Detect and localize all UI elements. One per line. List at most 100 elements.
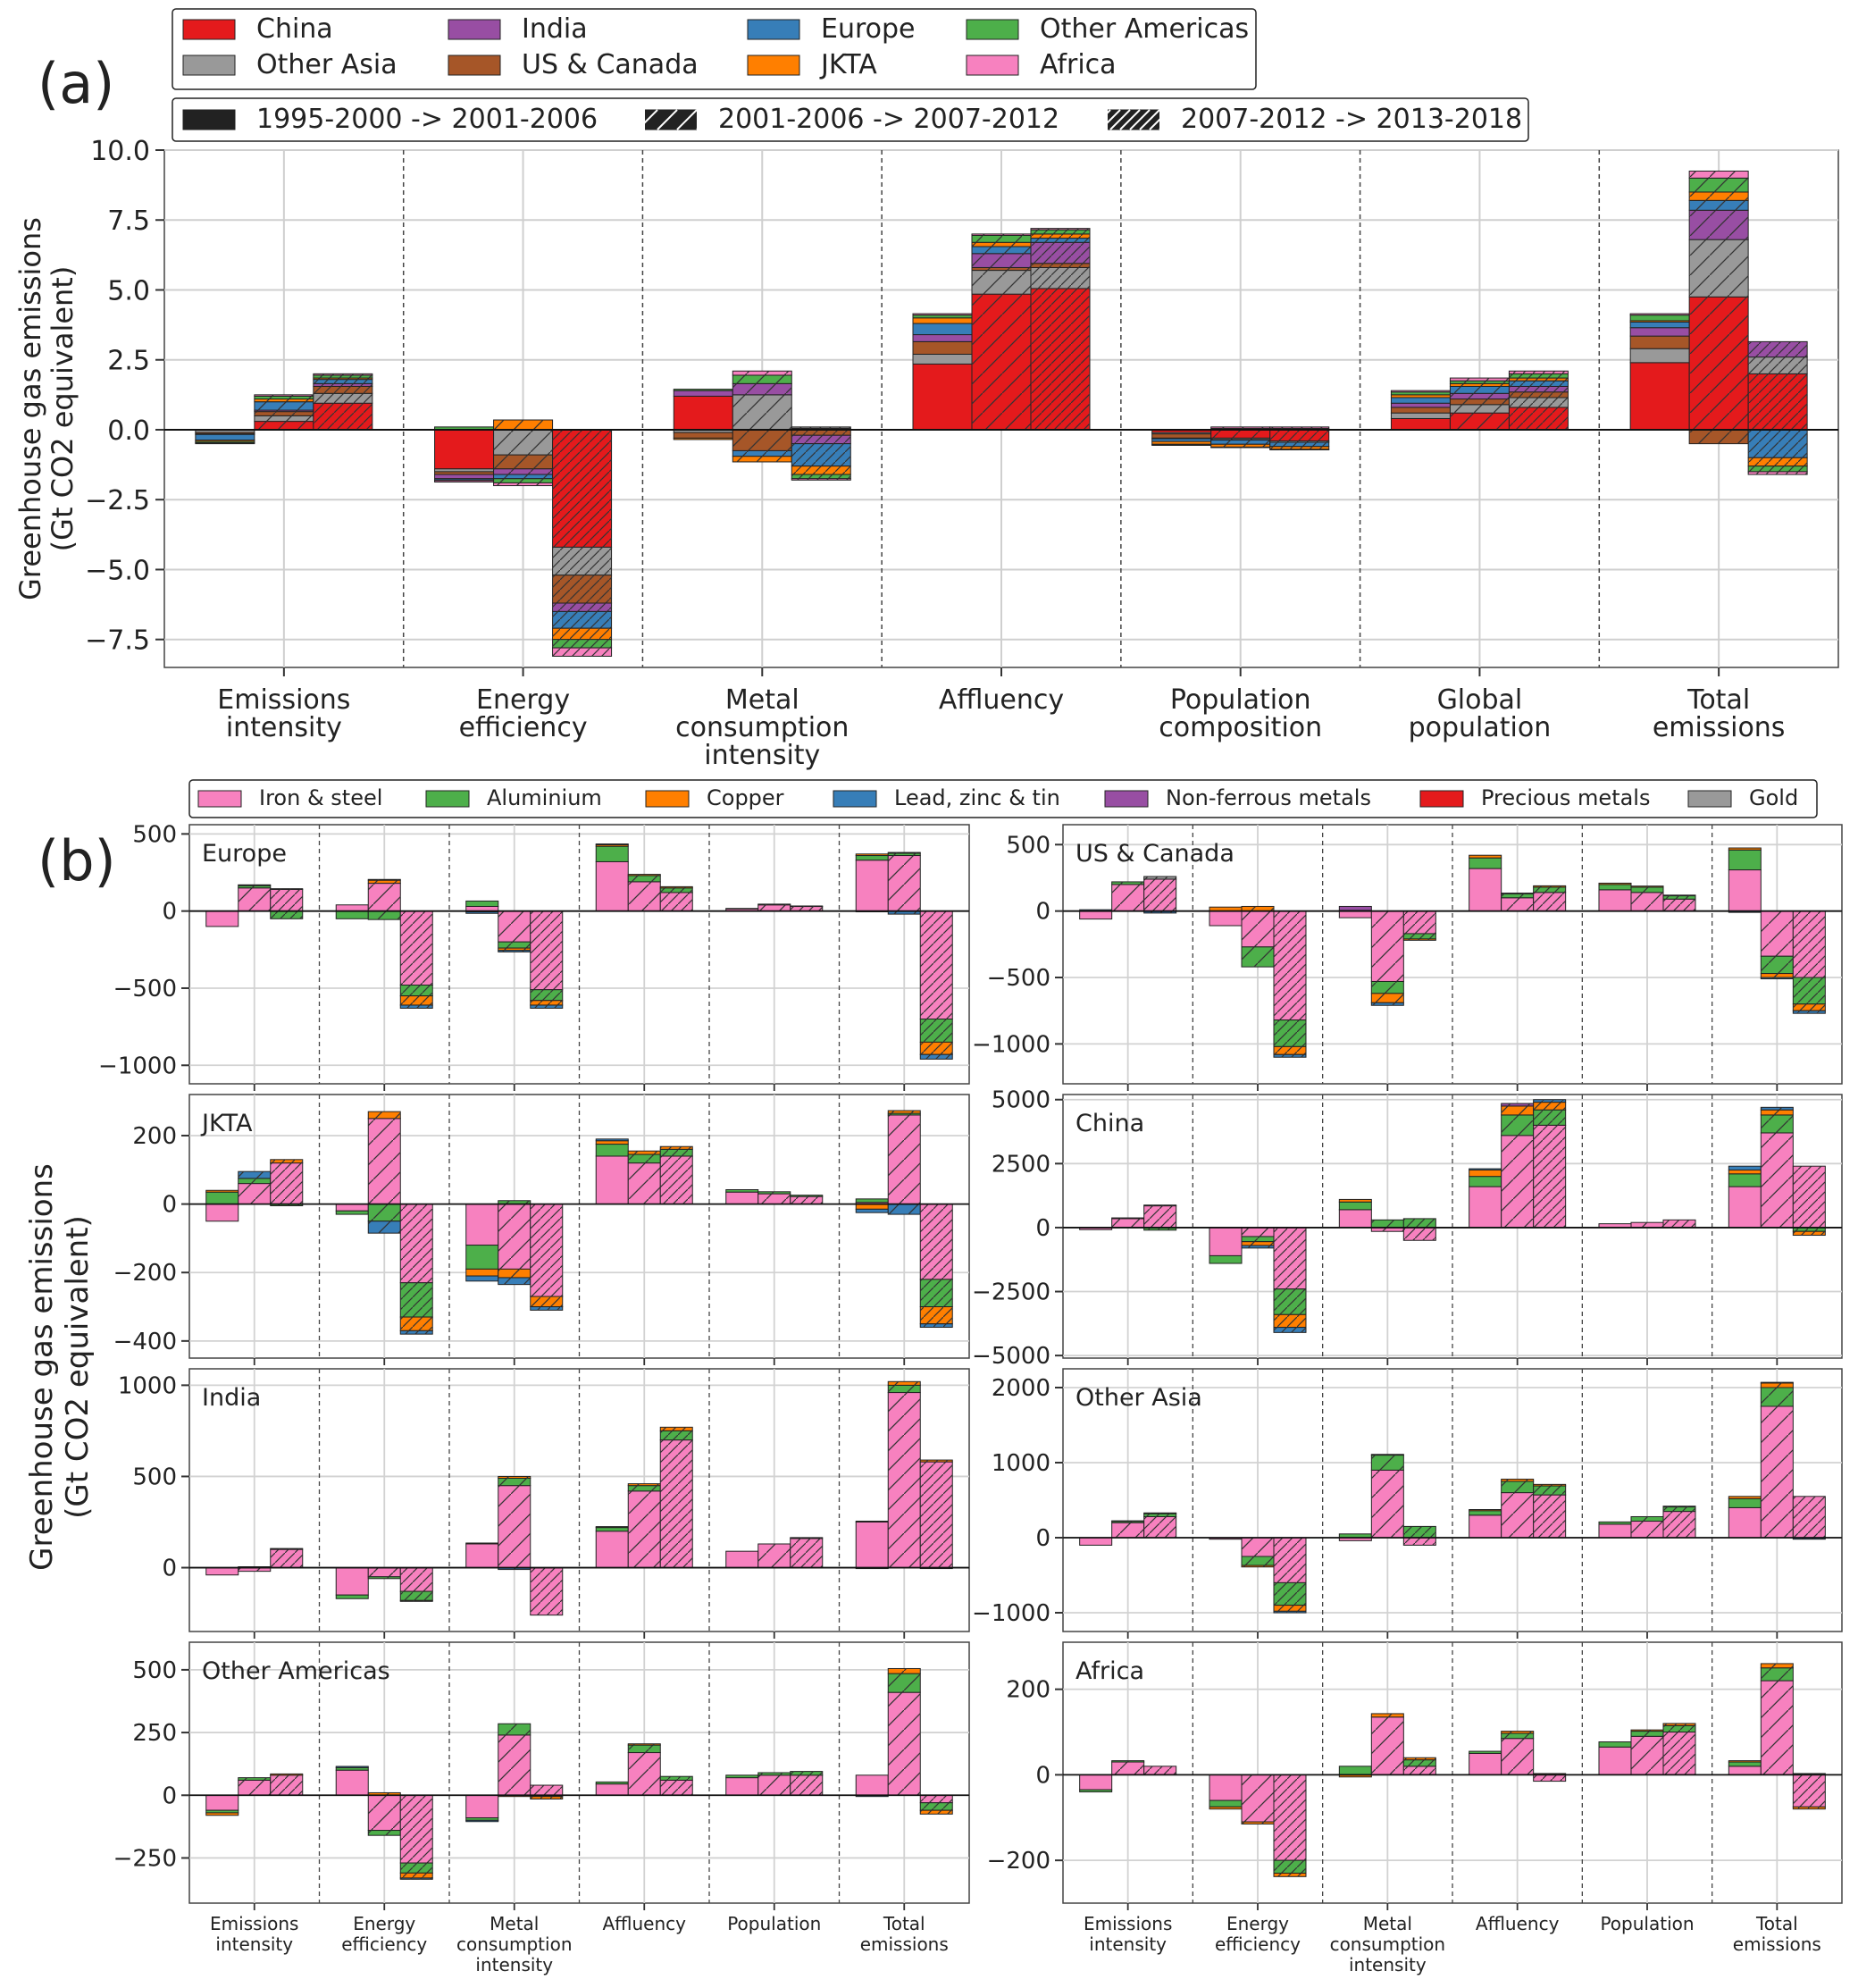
- panel-bar-1-1-lead-zinc-tin-hatch: [368, 879, 401, 881]
- chart-a-bar-6-1-africa-hatch: [1689, 171, 1749, 179]
- panel-bar-2-1-lead-zinc-tin-hatch: [498, 1567, 531, 1570]
- panel-bar-1-1-aluminium-hatch: [368, 910, 401, 920]
- chart-a-bar-5-0-india: [1390, 402, 1451, 408]
- chart-a-bar-4-2-other-americas-hatch: [1269, 449, 1329, 450]
- chart-a-bar-5-1-jkta-hatch: [1450, 383, 1510, 387]
- panel-bar-1-2-copper-hatch: [1274, 1314, 1306, 1328]
- panel-bar-0-1-aluminium-hatch: [1111, 1521, 1144, 1523]
- panel-bar-0-2-iron-steel-hatch: [270, 1774, 303, 1796]
- panel-bar-3-2-aluminium-hatch: [1533, 886, 1566, 893]
- chart-a-bar-2-2-other-americas-hatch: [791, 474, 851, 479]
- metal-label-aluminium: Aluminium: [487, 785, 602, 810]
- panel-bar-3-0-lead-zinc-tin: [595, 1138, 629, 1142]
- chart-a-ylabel-line: Greenhouse gas emissions: [13, 217, 47, 600]
- panel-bar-0-1-aluminium-hatch: [238, 1178, 271, 1184]
- panel-bar-2-0-lead-zinc-tin: [465, 1275, 499, 1282]
- panel-bar-0-2-iron-steel-hatch: [1143, 1205, 1176, 1228]
- panel-bar-1-0-iron-steel: [1209, 910, 1243, 927]
- chart-a-bar-5-1-other-asia-hatch: [1450, 404, 1510, 414]
- panel-bar-0-1-aluminium-hatch: [1111, 1218, 1144, 1219]
- panel-bar-5-1-aluminium-hatch: [888, 1673, 921, 1693]
- chart-a-xtick-label: Emissions: [217, 684, 350, 716]
- panel-bar-0-0-aluminium: [205, 1191, 239, 1205]
- panel-bar-3-1-aluminium-hatch: [1501, 893, 1534, 898]
- panel-bar-0-2-iron-steel-hatch: [270, 1162, 303, 1204]
- panel-bar-4-1-iron-steel-hatch: [757, 1194, 791, 1204]
- period-swatch-0: [182, 109, 236, 130]
- panel-bar-5-1-aluminium-hatch: [1761, 1667, 1794, 1682]
- panel-bar-5-2-copper-hatch: [1793, 1231, 1826, 1236]
- panel-bar-3-0-copper: [1469, 1169, 1502, 1178]
- legend-label-africa: Africa: [1040, 49, 1117, 80]
- chart-a-xtick-label: Global: [1437, 684, 1523, 716]
- panel-title: Europe: [202, 840, 287, 868]
- chart-a-bar-0-2-other-asia-hatch: [313, 393, 372, 404]
- chart-a-bar-1-1-other-americas-hatch: [493, 478, 553, 483]
- period-swatch-mask: [1159, 105, 1195, 134]
- panel-bar-3-2-copper-hatch: [660, 1146, 693, 1150]
- chart-a-ytick-label: 7.5: [107, 206, 150, 237]
- chart-a-bar-5-1-other-americas-hatch: [1450, 381, 1510, 384]
- panel-bar-1-1-copper-hatch: [1242, 1822, 1274, 1824]
- panel-bar-1-2-aluminium-hatch: [400, 1863, 433, 1874]
- chart-a-bar-4-2-europe-hatch: [1269, 442, 1329, 447]
- chart-a-bar-5-0-us-canada: [1390, 407, 1451, 414]
- panel-bar-5-2-copper-hatch: [920, 1810, 953, 1815]
- panel-bar-4-2-aluminium-hatch: [790, 1537, 823, 1539]
- panel-bar-2-0-iron-steel: [1338, 1209, 1372, 1229]
- panel-bar-4-2-iron-steel-hatch: [790, 1538, 823, 1568]
- panel-ytick-label: −1000: [972, 1600, 1050, 1627]
- panel-bar-1-1-iron-steel-hatch: [368, 1567, 401, 1577]
- panel-bar-0-1-copper-hatch: [1111, 1521, 1144, 1522]
- panel-bar-3-1-copper-hatch: [628, 1743, 661, 1746]
- chart-a-bar-0-1-europe-hatch: [254, 401, 314, 411]
- panel-bar-4-0-iron-steel: [725, 1550, 759, 1569]
- panel-bar-3-1-non-ferrous-metals-hatch: [1501, 1103, 1534, 1106]
- panel-bar-3-2-aluminium-hatch: [660, 1430, 693, 1440]
- panel-bar-5-1-iron-steel-hatch: [888, 855, 921, 911]
- chart-a-bar-5-2-other-asia-hatch: [1509, 397, 1569, 407]
- chart-a-xtick-label: Energy: [476, 684, 570, 716]
- panel-bar-5-2-aluminium-hatch: [920, 1019, 953, 1043]
- panel-xtick-label: Emissions: [1084, 1913, 1172, 1934]
- panel-bar-0-0-iron-steel: [205, 910, 239, 927]
- panel-bar-5-2-lead-zinc-tin-hatch: [1793, 1011, 1826, 1014]
- panel-bar-2-1-iron-steel-hatch: [1371, 1470, 1404, 1538]
- panel-bar-4-1-iron-steel-hatch: [1631, 1222, 1663, 1228]
- panel-bar-4-0-iron-steel: [725, 1191, 759, 1205]
- panel-bar-4-1-iron-steel-hatch: [757, 904, 791, 911]
- panel-bar-3-1-copper-hatch: [1501, 1479, 1534, 1481]
- panel-ytick-label: 0: [162, 1192, 177, 1219]
- panel-bar-2-1-copper-hatch: [498, 1269, 531, 1278]
- chart-a-bar-1-2-other-americas-hatch: [552, 639, 612, 649]
- panel-ytick-label: 2000: [992, 1375, 1050, 1402]
- chart-a-bar-3-0-us-canada: [912, 340, 973, 355]
- chart-a-bar-1-0-india: [434, 474, 495, 480]
- panel-bar-3-0-aluminium: [595, 1527, 629, 1532]
- chart-a-bar-4-1-china-hatch: [1210, 429, 1270, 439]
- panel-bar-1-2-copper-hatch: [400, 1873, 433, 1878]
- panel-bar-5-2-aluminium-hatch: [920, 1802, 953, 1811]
- panel-bar-3-0-aluminium: [595, 1781, 629, 1785]
- panel-bar-3-0-iron-steel: [595, 1531, 629, 1569]
- panel-bar-1-0-aluminium: [1209, 1799, 1243, 1808]
- panel-bar-0-2-aluminium-hatch: [270, 1204, 303, 1206]
- chart-a-bar-4-1-africa-hatch: [1210, 426, 1270, 429]
- panel-bar-2-2-iron-steel-hatch: [530, 1785, 563, 1796]
- panel-africa: 2000−200EmissionsintensityEnergyefficien…: [987, 1641, 1843, 1975]
- panel-ytick-label: 2500: [992, 1151, 1050, 1178]
- panel-bar-2-0-iron-steel: [465, 1794, 499, 1819]
- panel-bar-1-1-aluminium-hatch: [1242, 1236, 1274, 1242]
- panel-bar-2-1-iron-steel-hatch: [498, 910, 531, 943]
- period-swatch-mask: [697, 105, 732, 134]
- panel-bar-2-0-lead-zinc-tin: [465, 1819, 499, 1823]
- chart-a-bar-4-1-jkta-hatch: [1210, 444, 1270, 448]
- panel-bar-5-0-iron-steel: [855, 1522, 889, 1569]
- panel-bar-0-2-lead-zinc-tin-hatch: [270, 888, 303, 890]
- metal-swatch-aluminium: [425, 790, 470, 808]
- panel-bar-3-1-copper-hatch: [1501, 1731, 1534, 1733]
- panel-bar-5-1-iron-steel-hatch: [1761, 1132, 1794, 1228]
- panel-bar-2-0-aluminium: [1338, 1766, 1372, 1775]
- chart-a-bar-2-0-china: [673, 395, 733, 431]
- panel-bar-5-2-iron-steel-hatch: [920, 1795, 953, 1803]
